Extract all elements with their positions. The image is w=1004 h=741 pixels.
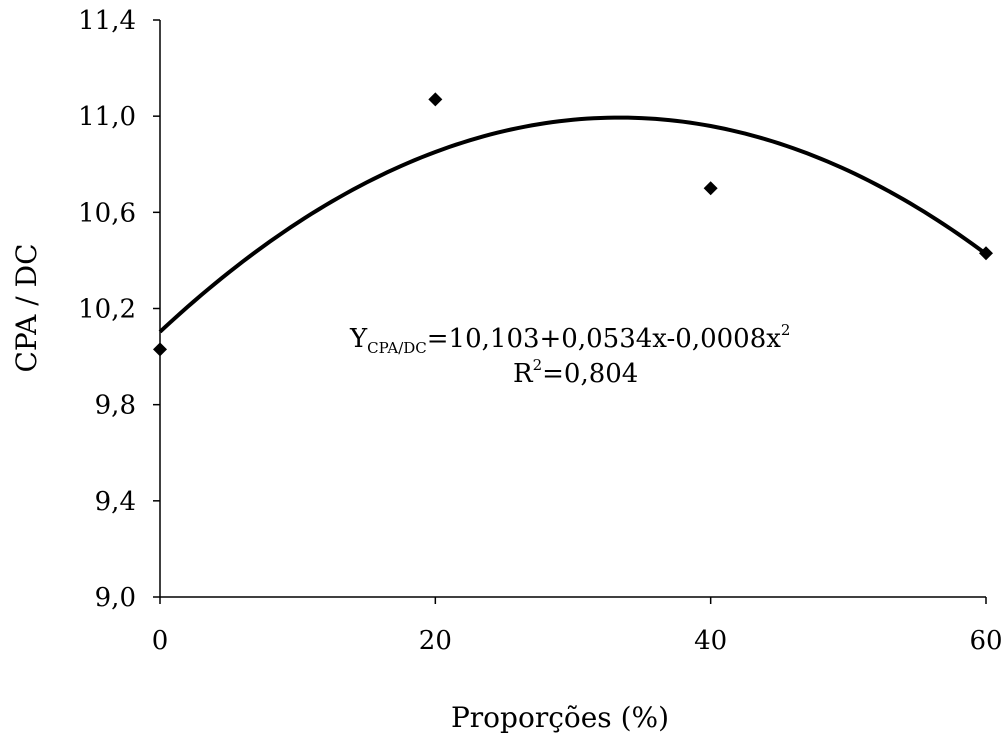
y-tick-label: 11,4 — [78, 6, 136, 36]
y-tick-label: 11,0 — [78, 102, 136, 132]
y-tick-label: 10,2 — [78, 295, 136, 325]
y-tick-label: 9,0 — [95, 583, 136, 613]
equation-label: YCPA/DC=10,103+0,0534x-0,0008x2 — [349, 321, 790, 357]
y-axis-title: CPA / DC — [10, 243, 43, 372]
axes: 9,0 9,4 9,8 10,2 10,6 11,0 11,4 0 20 40 60 — [78, 6, 1002, 656]
x-tick-label: 60 — [969, 626, 1002, 656]
x-tick-label: 0 — [152, 626, 169, 656]
x-tick-label: 40 — [694, 626, 727, 656]
trendline-group — [158, 115, 988, 334]
x-tick-label: 20 — [419, 626, 452, 656]
y-tick-label: 9,4 — [95, 487, 136, 517]
trendline — [158, 115, 988, 334]
y-tick-label: 9,8 — [95, 391, 136, 421]
r-squared-label: R2=0,804 — [513, 356, 638, 389]
data-points — [153, 92, 993, 357]
data-point — [428, 92, 443, 107]
data-point — [703, 181, 718, 196]
x-axis-title: Proporções (%) — [451, 701, 669, 734]
data-point — [153, 342, 167, 357]
y-tick-label: 10,6 — [78, 198, 136, 228]
data-point — [979, 246, 993, 261]
